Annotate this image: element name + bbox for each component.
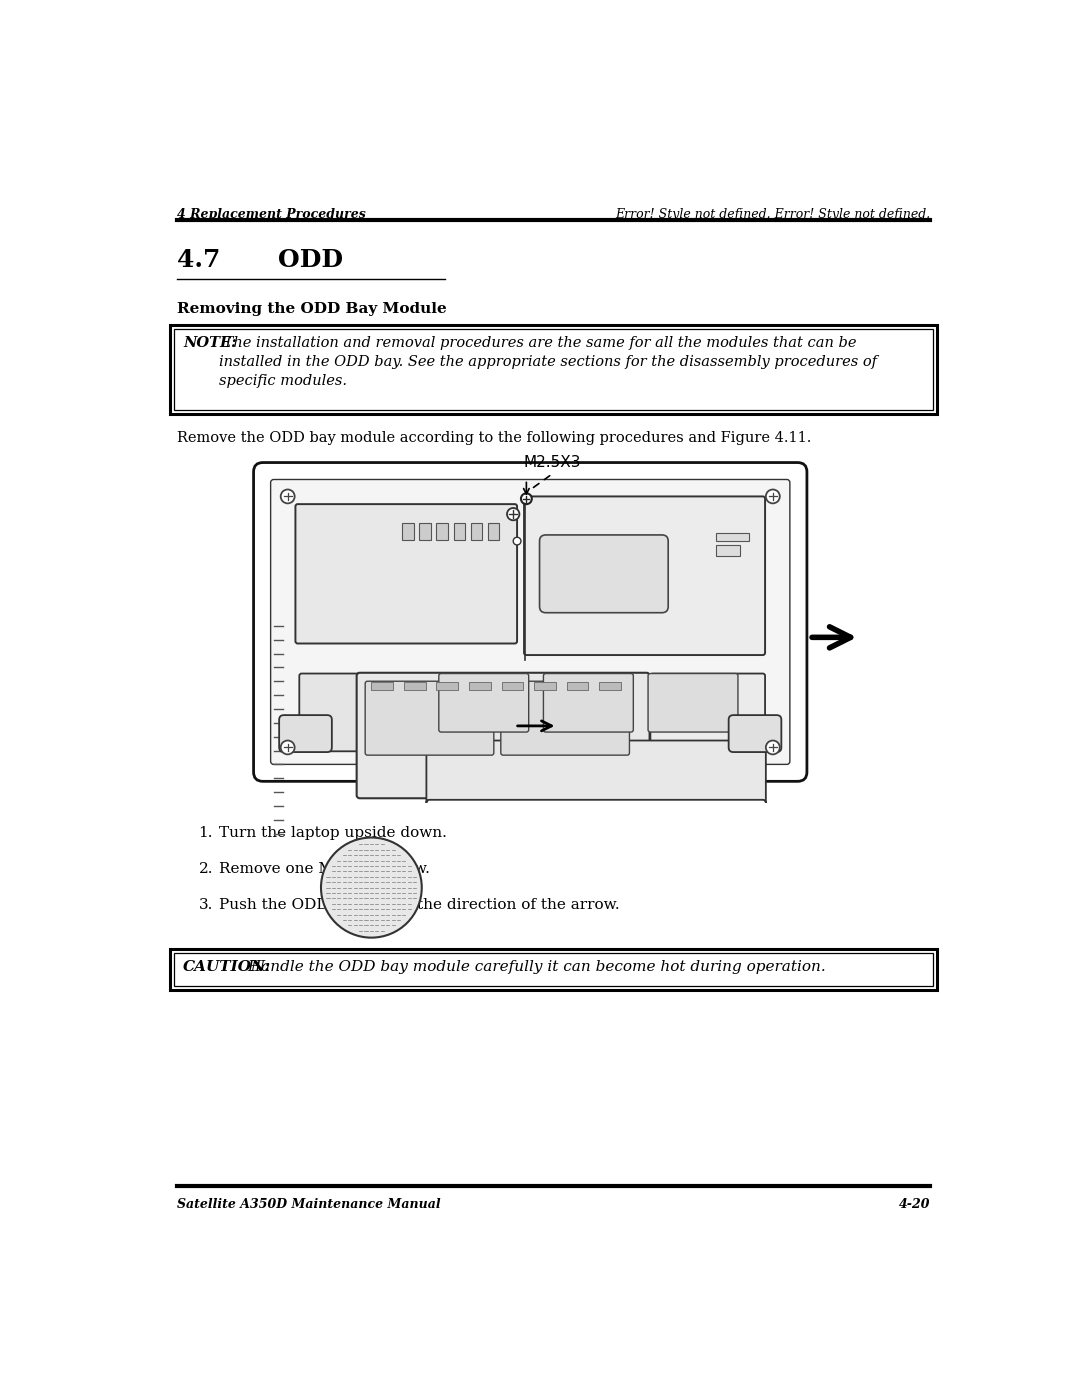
FancyBboxPatch shape [427,738,766,803]
Circle shape [281,740,295,754]
Circle shape [281,489,295,503]
FancyBboxPatch shape [436,682,458,690]
Text: Satellite A350D Maintenance Manual: Satellite A350D Maintenance Manual [177,1197,441,1211]
Text: Handle the ODD bay module carefully it can become hot during operation.: Handle the ODD bay module carefully it c… [243,960,825,974]
FancyBboxPatch shape [174,330,933,411]
FancyBboxPatch shape [299,673,474,752]
Text: Figure 4.11 Removing the ODD Bay module: Figure 4.11 Removing the ODD Bay module [376,784,701,798]
FancyBboxPatch shape [279,715,332,752]
FancyBboxPatch shape [535,682,556,690]
FancyBboxPatch shape [524,496,765,655]
FancyBboxPatch shape [254,462,807,781]
Text: Error! Style not defined. Error! Style not defined.: Error! Style not defined. Error! Style n… [615,208,930,221]
Text: NOTE:: NOTE: [183,337,237,351]
FancyBboxPatch shape [174,953,933,986]
FancyBboxPatch shape [599,682,621,690]
FancyBboxPatch shape [356,673,649,798]
FancyBboxPatch shape [372,682,393,690]
FancyBboxPatch shape [716,545,740,556]
Circle shape [507,509,519,520]
Text: Remove one M2.5x3 screw.: Remove one M2.5x3 screw. [218,862,430,876]
Text: M2.5X3: M2.5X3 [523,455,581,469]
Text: 1.: 1. [199,826,213,840]
FancyBboxPatch shape [716,534,748,541]
FancyBboxPatch shape [170,326,937,414]
FancyBboxPatch shape [469,682,490,690]
FancyBboxPatch shape [271,479,789,764]
FancyBboxPatch shape [436,522,448,539]
Text: The installation and removal procedures are the same for all the modules that ca: The installation and removal procedures … [219,337,877,388]
Circle shape [766,489,780,503]
Text: ODD: ODD [279,249,343,272]
Text: 3.: 3. [199,898,213,912]
FancyBboxPatch shape [471,522,482,539]
Text: 4.7: 4.7 [177,249,220,272]
Text: Turn the laptop upside down.: Turn the laptop upside down. [218,826,446,840]
Text: Remove the ODD bay module according to the following procedures and Figure 4.11.: Remove the ODD bay module according to t… [177,432,811,446]
FancyBboxPatch shape [540,535,669,613]
Circle shape [521,493,531,504]
Text: Push the ODD bracket in the direction of the arrow.: Push the ODD bracket in the direction of… [218,898,619,912]
Circle shape [321,838,422,937]
Text: 4-20: 4-20 [899,1197,930,1211]
FancyBboxPatch shape [488,522,499,539]
FancyBboxPatch shape [419,522,431,539]
FancyBboxPatch shape [501,682,630,756]
FancyBboxPatch shape [454,522,465,539]
FancyBboxPatch shape [729,715,781,752]
FancyBboxPatch shape [403,522,414,539]
Circle shape [766,740,780,754]
Text: Removing the ODD Bay Module: Removing the ODD Bay Module [177,302,447,316]
FancyBboxPatch shape [501,682,524,690]
FancyBboxPatch shape [170,949,937,990]
Text: CAUTION:: CAUTION: [183,960,271,974]
Text: 2.: 2. [199,862,213,876]
FancyBboxPatch shape [296,504,517,644]
FancyBboxPatch shape [438,673,529,732]
Circle shape [513,538,521,545]
FancyBboxPatch shape [650,673,765,767]
FancyBboxPatch shape [365,682,494,756]
FancyBboxPatch shape [648,673,738,732]
FancyBboxPatch shape [543,673,633,732]
Text: 4 Replacement Procedures: 4 Replacement Procedures [177,208,366,221]
FancyBboxPatch shape [404,682,426,690]
FancyBboxPatch shape [567,682,589,690]
